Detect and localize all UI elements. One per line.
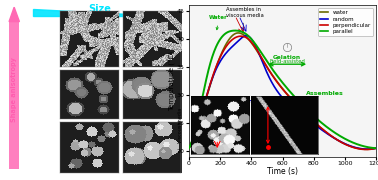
FancyBboxPatch shape <box>9 22 19 169</box>
Polygon shape <box>33 9 167 16</box>
Text: Size: Size <box>88 4 111 15</box>
Text: Water: Water <box>209 15 228 30</box>
Text: Viscous media: Viscous media <box>178 107 183 143</box>
Text: Random: Random <box>239 99 268 104</box>
Polygon shape <box>9 7 19 22</box>
X-axis label: Time (s): Time (s) <box>267 167 298 176</box>
Text: Gelation: Gelation <box>273 55 301 60</box>
Text: Assembles: Assembles <box>306 91 344 96</box>
Y-axis label: Temperature (°C): Temperature (°C) <box>168 51 175 111</box>
Text: Assembles in
viscous media: Assembles in viscous media <box>226 7 264 31</box>
Legend: water, random, perpendicular, parallel: water, random, perpendicular, parallel <box>318 8 373 36</box>
Text: Shape anisotropy: Shape anisotropy <box>11 57 17 123</box>
Text: Field-assisted: Field-assisted <box>269 59 305 64</box>
